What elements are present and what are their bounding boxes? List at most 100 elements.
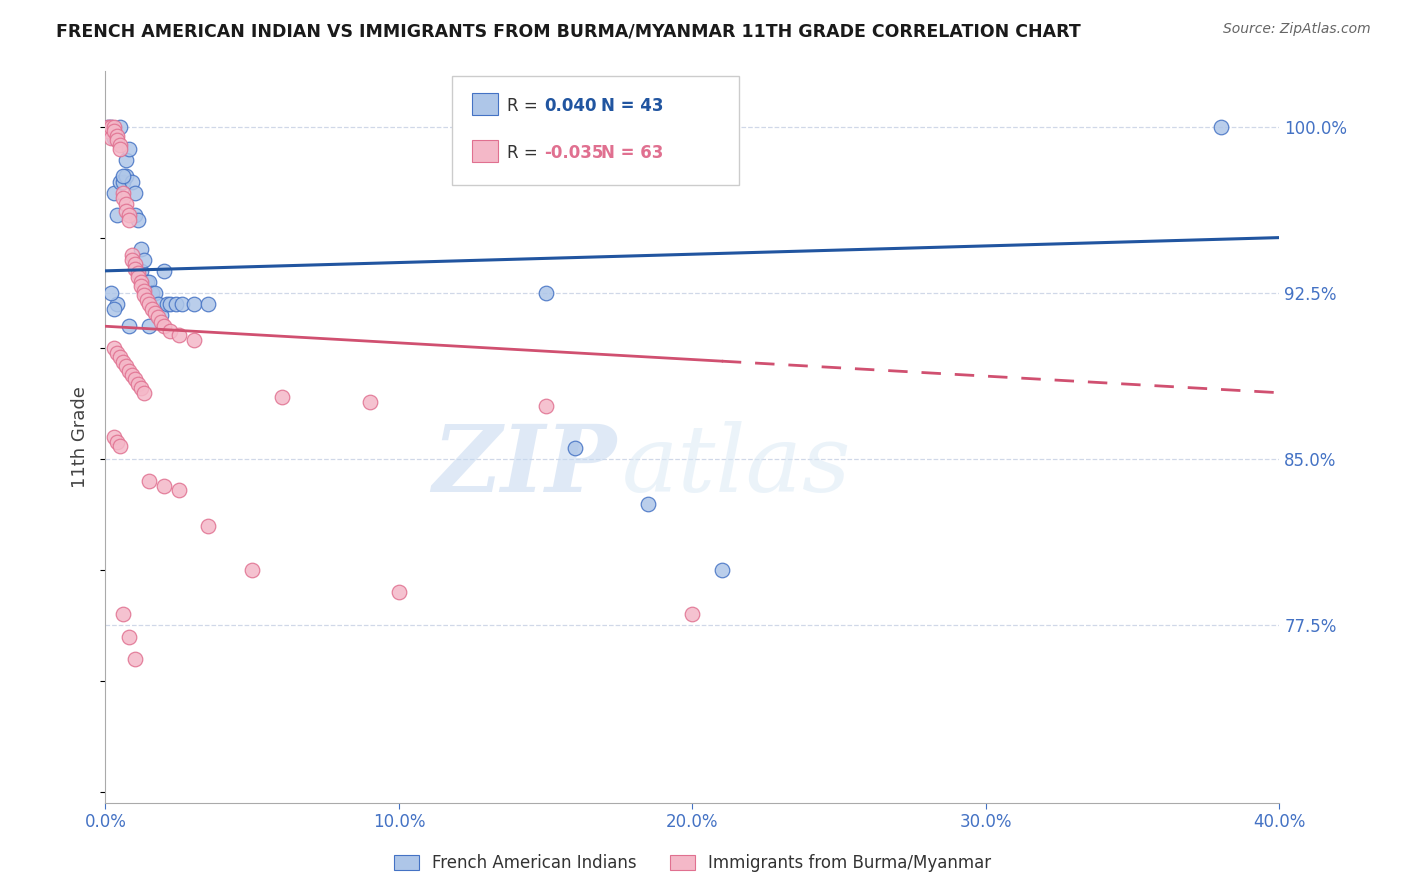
Point <box>153 319 176 334</box>
Point <box>97 120 120 134</box>
Point <box>167 483 190 498</box>
Point <box>682 607 704 622</box>
Point <box>141 285 163 300</box>
Point <box>105 133 128 147</box>
Point <box>143 285 166 300</box>
Point <box>115 153 138 167</box>
Point <box>167 328 190 343</box>
Point <box>105 346 128 360</box>
Point <box>129 381 152 395</box>
Point <box>153 479 176 493</box>
Point <box>103 120 125 134</box>
Point <box>108 137 131 152</box>
Point <box>127 266 149 280</box>
Point <box>97 124 120 138</box>
Point <box>159 297 181 311</box>
Point <box>183 297 205 311</box>
Point <box>240 563 263 577</box>
Point <box>159 324 181 338</box>
Point <box>121 248 143 262</box>
Point <box>150 308 173 322</box>
Point <box>138 275 160 289</box>
Point <box>127 376 149 391</box>
Text: N = 43: N = 43 <box>600 96 664 115</box>
Point <box>156 297 179 311</box>
Point <box>121 368 143 382</box>
Point <box>124 372 146 386</box>
Point <box>132 288 155 302</box>
Point <box>170 297 193 311</box>
Point <box>197 297 219 311</box>
Point <box>183 333 205 347</box>
Y-axis label: 11th Grade: 11th Grade <box>72 386 90 488</box>
Point <box>197 518 219 533</box>
Point <box>124 186 146 201</box>
Point <box>115 197 138 211</box>
Point <box>132 284 155 298</box>
Point <box>135 293 157 307</box>
Point <box>100 285 122 300</box>
Point <box>108 142 131 156</box>
Point <box>115 359 138 373</box>
Point <box>105 128 128 143</box>
Point <box>112 169 135 183</box>
Point <box>129 242 152 256</box>
Point <box>124 209 146 223</box>
Point <box>143 306 166 320</box>
Text: R =: R = <box>508 144 543 161</box>
Point <box>129 275 152 289</box>
Point <box>637 497 659 511</box>
Text: R =: R = <box>508 96 543 115</box>
Point <box>132 252 155 267</box>
Bar <box>472 140 498 162</box>
Point <box>103 131 125 145</box>
Point <box>121 252 143 267</box>
Point <box>108 439 131 453</box>
Point <box>153 264 176 278</box>
Point <box>103 342 125 356</box>
Point <box>127 212 149 227</box>
Point <box>118 209 141 223</box>
Point <box>121 175 143 189</box>
Point <box>118 363 141 377</box>
Point <box>115 204 138 219</box>
Point <box>112 186 135 201</box>
Point <box>118 212 141 227</box>
Point <box>103 186 125 201</box>
Point <box>138 475 160 489</box>
Point <box>108 120 131 134</box>
Point <box>138 319 160 334</box>
Point <box>118 142 141 156</box>
Point <box>124 261 146 276</box>
Point <box>127 270 149 285</box>
Text: ZIP: ZIP <box>432 421 616 511</box>
Point <box>138 297 160 311</box>
Point <box>150 315 173 329</box>
Point <box>97 120 120 134</box>
Text: -0.035: -0.035 <box>544 144 605 161</box>
Point <box>135 275 157 289</box>
Point <box>534 399 557 413</box>
Point <box>124 257 146 271</box>
Point <box>112 607 135 622</box>
Legend: French American Indians, Immigrants from Burma/Myanmar: French American Indians, Immigrants from… <box>387 847 998 879</box>
Point <box>148 297 170 311</box>
Point <box>564 441 586 455</box>
Point <box>359 394 381 409</box>
Point <box>534 285 557 300</box>
Point <box>388 585 411 599</box>
Point <box>112 355 135 369</box>
Text: Source: ZipAtlas.com: Source: ZipAtlas.com <box>1223 22 1371 37</box>
Text: FRENCH AMERICAN INDIAN VS IMMIGRANTS FROM BURMA/MYANMAR 11TH GRADE CORRELATION C: FRENCH AMERICAN INDIAN VS IMMIGRANTS FRO… <box>56 22 1081 40</box>
Point <box>100 131 122 145</box>
Point <box>129 264 152 278</box>
Point <box>124 651 146 665</box>
Bar <box>472 94 498 115</box>
Point <box>118 630 141 644</box>
Point <box>141 301 163 316</box>
Point <box>112 191 135 205</box>
Text: atlas: atlas <box>621 421 852 511</box>
Point <box>105 297 128 311</box>
Point <box>115 169 138 183</box>
Text: N = 63: N = 63 <box>600 144 664 161</box>
